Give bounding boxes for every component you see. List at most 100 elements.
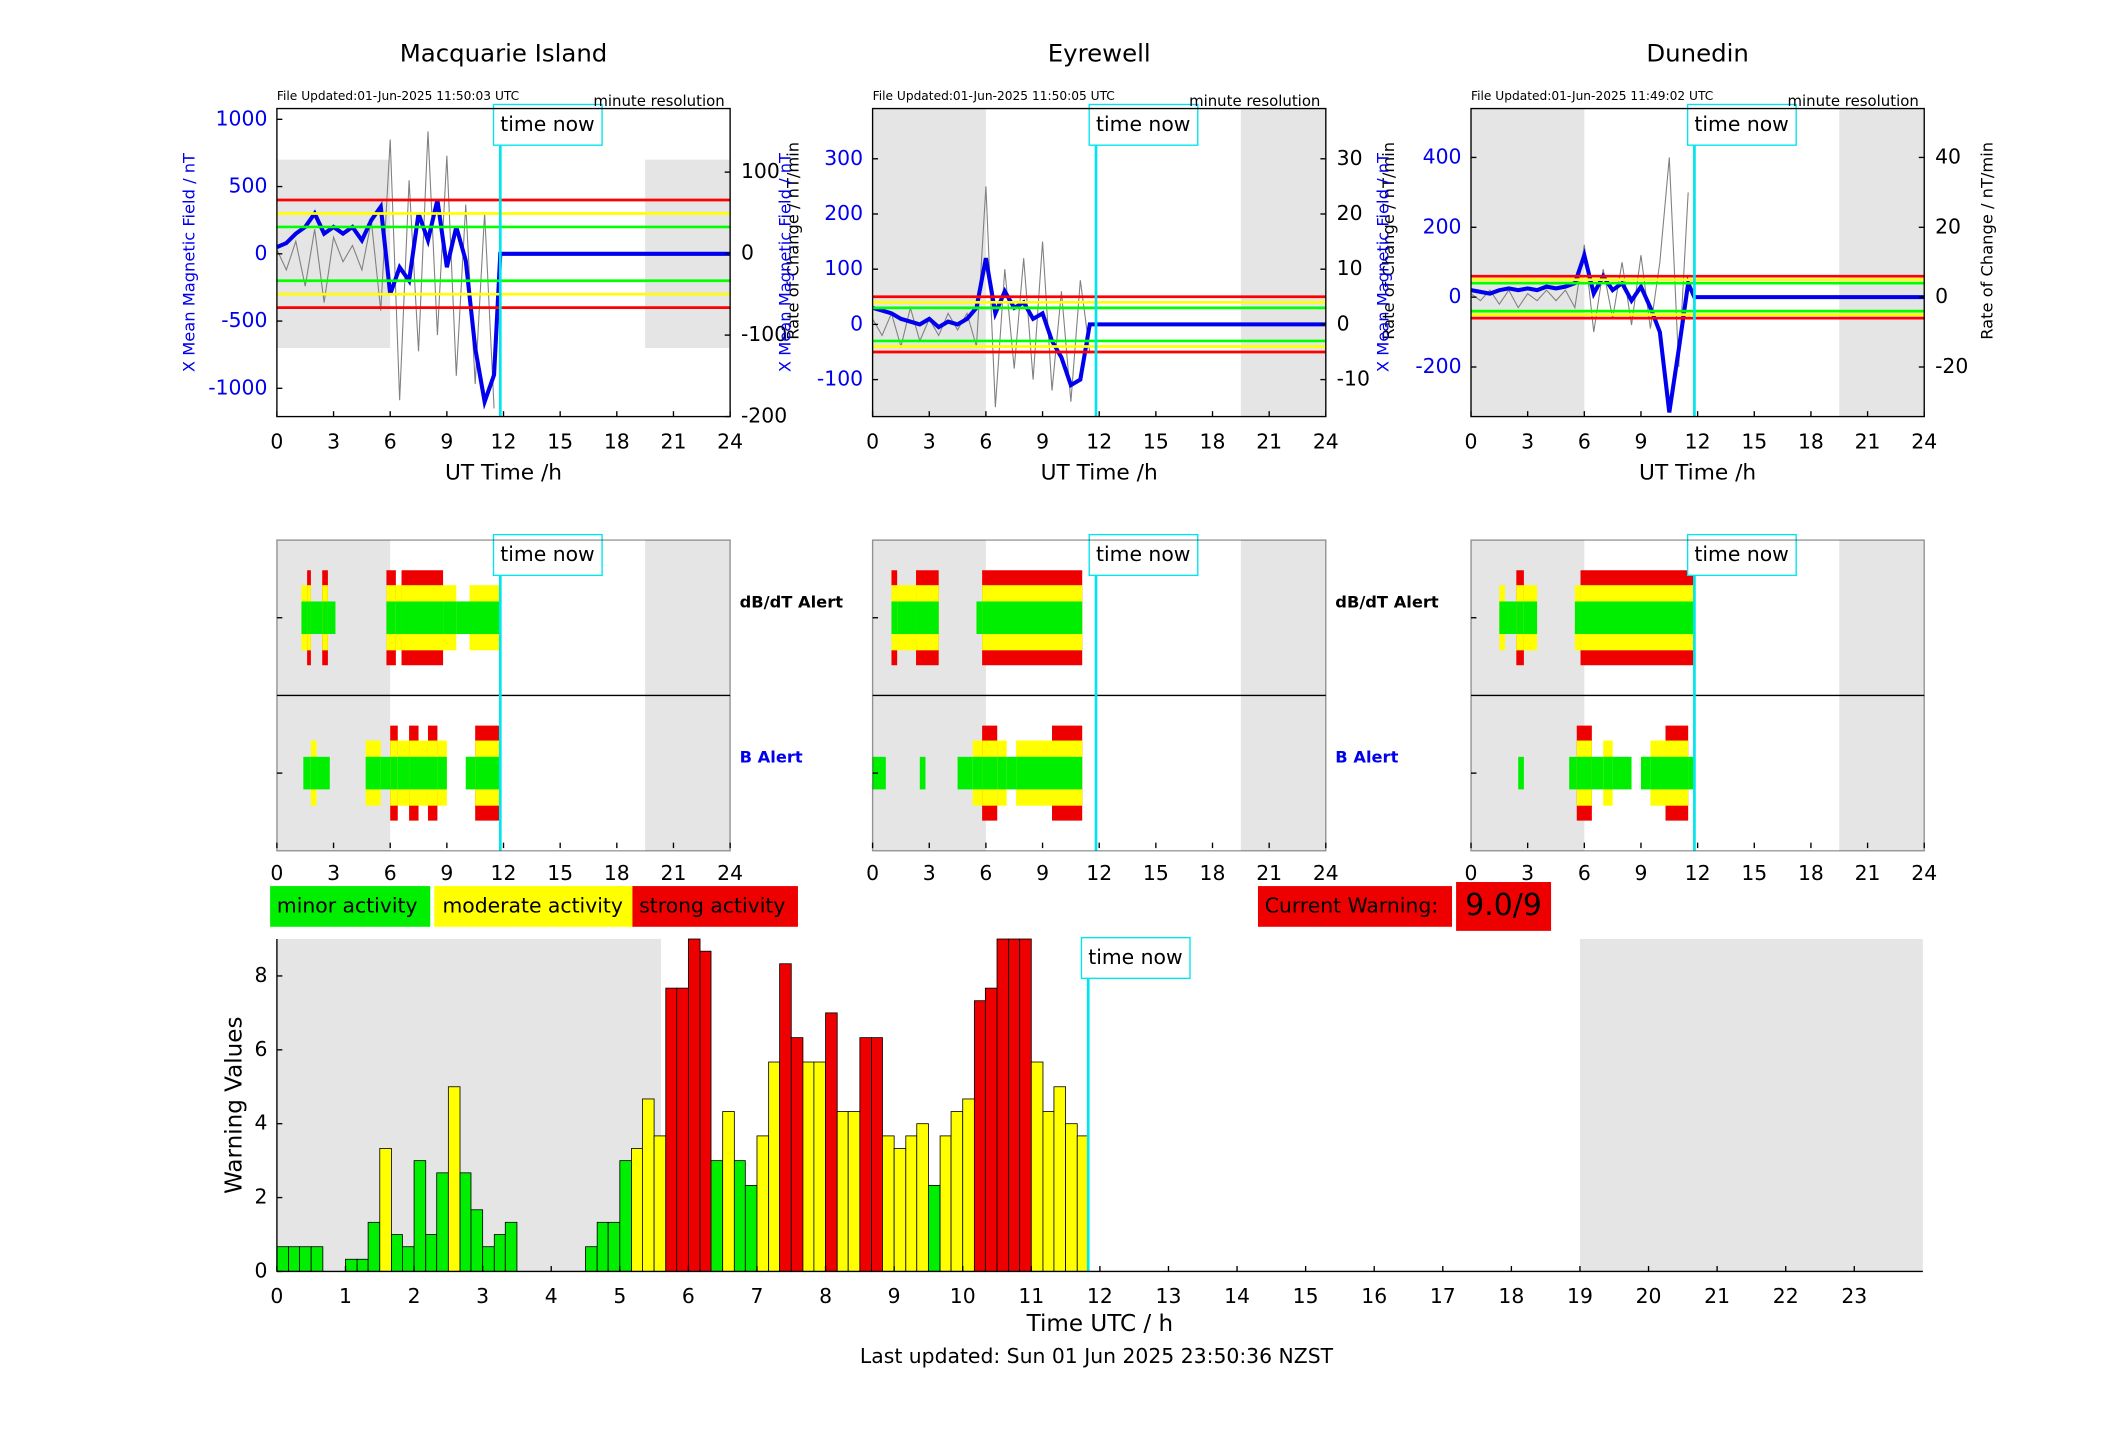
bar: [379, 1148, 392, 1272]
x-tick-label: 15: [1293, 1284, 1319, 1308]
alert-segment: [303, 756, 311, 790]
warning-value-box: [1456, 882, 1552, 931]
series-line: [276, 131, 495, 409]
alert-segment: [1640, 756, 1651, 790]
bar: [493, 1234, 506, 1272]
y2-tick-label: -200: [741, 404, 787, 428]
x-tick-label: 21: [661, 429, 687, 453]
x-tick-label: 23: [1841, 1284, 1867, 1308]
footer: Last updated: Sun 01 Jun 2025 23:50:36 N…: [860, 1344, 1334, 1368]
y-tick-label: 0: [1449, 284, 1462, 308]
y-tick-label: 200: [1423, 214, 1462, 238]
x-axis-label: UT Time /h: [445, 461, 562, 486]
alert-segment: [327, 601, 336, 635]
time-now-label: time now: [1694, 112, 1788, 136]
bar: [447, 1086, 461, 1272]
y-tick-label: 300: [824, 146, 863, 170]
x-tick-label: 9: [1036, 429, 1049, 453]
warning-label: Current Warning:: [1265, 893, 1438, 917]
x-tick-label: 0: [866, 429, 879, 453]
x-tick-label: 24: [1313, 429, 1339, 453]
bar: [619, 1160, 632, 1272]
file-updated: File Updated:01-Jun-2025 11:50:05 UTC: [873, 89, 1115, 103]
y-axis-label: X Mean Magnetic Field / nT: [180, 153, 199, 372]
alert-segment: [997, 756, 1007, 790]
alert-segment: [437, 756, 447, 790]
x-tick-label: 3: [476, 1284, 489, 1308]
y-tick-label: 100: [824, 256, 863, 280]
bar: [779, 963, 792, 1272]
x-tick-label: 3: [1521, 429, 1534, 453]
alert-segment: [957, 756, 973, 790]
y2-tick-label: -20: [1935, 354, 1968, 378]
legend-label: moderate activity: [442, 893, 622, 917]
y2-tick-label: 0: [741, 241, 754, 265]
alert-segment: [1499, 601, 1506, 635]
y-tick-label: 0: [254, 1258, 267, 1282]
alert-segment: [1518, 756, 1524, 790]
x-tick-label: 9: [1036, 861, 1049, 885]
x-tick-label: 12: [1087, 1284, 1113, 1308]
x-tick-label: 0: [1465, 429, 1478, 453]
alert-segment: [418, 756, 428, 790]
x-axis-label: UT Time /h: [1639, 461, 1756, 486]
y-tick-label: 8: [254, 963, 267, 987]
bar: [607, 1221, 621, 1272]
x-tick-label: 0: [1465, 861, 1478, 885]
bar: [1008, 938, 1021, 1272]
alert-segment: [916, 601, 939, 635]
x-tick-label: 15: [1741, 861, 1767, 885]
x-tick-label: 14: [1224, 1284, 1250, 1308]
alert-segment: [972, 756, 983, 790]
y2-axis-label: Rate of Change / nT/min: [783, 142, 802, 340]
bar: [687, 938, 701, 1272]
x-tick-label: 18: [1798, 861, 1824, 885]
bar: [744, 1184, 758, 1272]
alert-segment: [1591, 756, 1604, 790]
bar: [413, 1160, 427, 1272]
x-tick-label: 6: [979, 429, 992, 453]
x-tick-label: 17: [1430, 1284, 1456, 1308]
alert-segment: [443, 601, 457, 635]
x-axis-label: UT Time /h: [1041, 461, 1158, 486]
bar: [871, 1037, 883, 1272]
plot-frame: [1470, 539, 1925, 852]
alert-segment: [1016, 756, 1052, 790]
x-tick-label: 6: [1578, 429, 1591, 453]
alert-segment: [322, 601, 328, 635]
x-tick-label: 15: [547, 861, 573, 885]
x-tick-label: 10: [950, 1284, 976, 1308]
x-tick-label: 24: [1313, 861, 1339, 885]
time-now-box: [1686, 533, 1797, 577]
alert-segment: [891, 601, 898, 635]
legend-label: minor activity: [277, 893, 418, 917]
row-label: dB/dT Alert: [740, 592, 844, 611]
bar: [1019, 938, 1032, 1272]
x-tick-label: 21: [1855, 429, 1881, 453]
bar: [482, 1246, 495, 1272]
bar: [802, 1061, 815, 1272]
y2-tick-label: 20: [1337, 201, 1363, 225]
bar: [847, 1111, 861, 1272]
alert-segment: [1523, 601, 1538, 635]
alert-segment: [316, 756, 330, 790]
bar: [665, 987, 678, 1272]
bar: [962, 1098, 975, 1272]
alert-segment: [897, 601, 917, 635]
alert-segment: [982, 756, 998, 790]
bar: [596, 1221, 609, 1272]
night-shade: [1839, 108, 1925, 417]
resolution: minute resolution: [1787, 92, 1918, 110]
y-tick-label: 500: [229, 174, 268, 198]
bar: [722, 1111, 735, 1272]
x-tick-label: 15: [1741, 429, 1767, 453]
x-axis-label: Time UTC / h: [1026, 1311, 1173, 1337]
legend-swatch: [434, 886, 633, 927]
bar: [288, 1246, 300, 1272]
bar: [928, 1184, 941, 1272]
bar: [585, 1246, 598, 1272]
bar: [642, 1098, 655, 1272]
x-tick-label: 18: [1498, 1284, 1524, 1308]
x-tick-label: 15: [1143, 429, 1169, 453]
